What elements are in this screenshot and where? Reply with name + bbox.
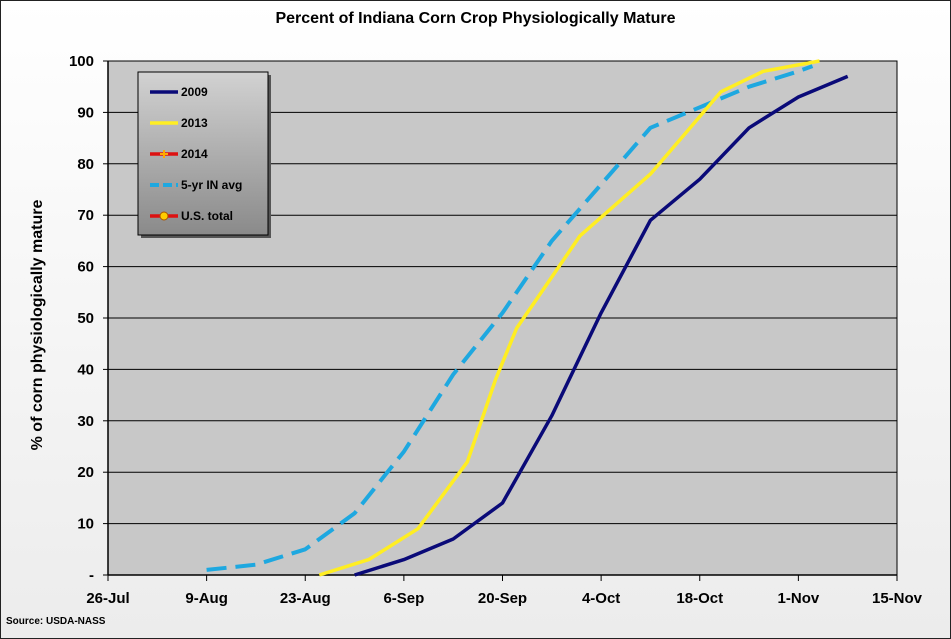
x-tick-label: 26-Jul: [86, 590, 129, 607]
y-tick-label: -: [89, 567, 94, 584]
series-line-2013: [318, 59, 820, 577]
source-note: Source: USDA-NASS: [6, 616, 106, 627]
x-tick-label: 4-Oct: [582, 590, 620, 607]
x-tick-label: 20-Sep: [478, 590, 527, 607]
x-tick-label: 1-Nov: [778, 590, 820, 607]
x-tick-label: 9-Aug: [185, 590, 228, 607]
y-tick-label: 90: [77, 104, 94, 121]
y-tick-label: 10: [77, 516, 94, 533]
x-tick-label: 6-Sep: [383, 590, 424, 607]
legend-label-5-yr-in-avg: 5-yr IN avg: [181, 178, 242, 192]
y-tick-label: 50: [77, 310, 94, 327]
chart-title: Percent of Indiana Corn Crop Physiologic…: [275, 10, 676, 27]
y-tick-label: 100: [69, 53, 94, 70]
y-tick-label: 70: [77, 207, 94, 224]
legend-label-2009: 2009: [181, 85, 208, 99]
y-tick-label: 80: [77, 156, 94, 173]
x-tick-label: 18-Oct: [676, 590, 723, 607]
legend-label-2014: 2014: [181, 147, 208, 161]
y-tick-label: 20: [77, 464, 94, 481]
x-tick-label: 23-Aug: [280, 590, 331, 607]
y-tick-label: 40: [77, 361, 94, 378]
y-tick-label: 30: [77, 413, 94, 430]
series-line-2009: [354, 74, 849, 577]
legend-marker-u-s-total: [159, 211, 169, 221]
legend-label-2013: 2013: [181, 116, 208, 130]
legend-label-u-s-total: U.S. total: [181, 209, 233, 223]
x-tick-label: 15-Nov: [872, 590, 923, 607]
y-tick-label: 60: [77, 259, 94, 276]
